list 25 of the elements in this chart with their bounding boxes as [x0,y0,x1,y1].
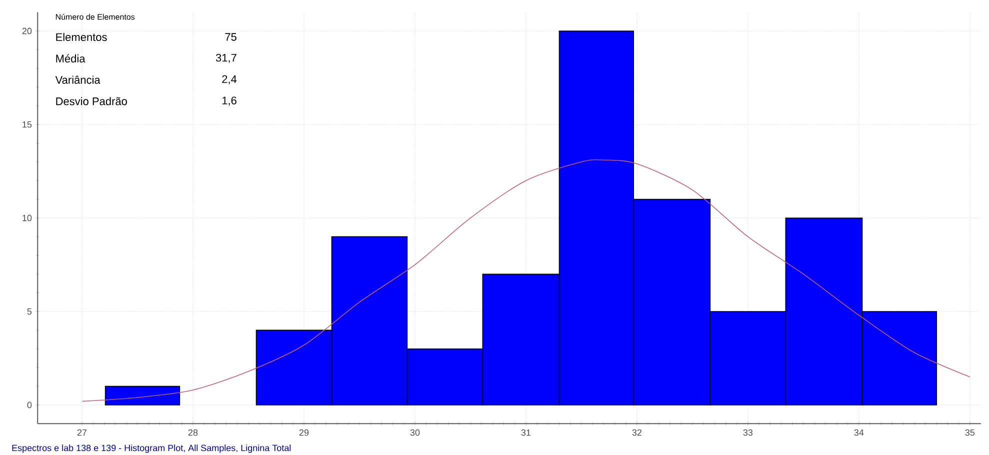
annotation: Número de Elementos [56,14,135,20]
y-tick-label: 10 [22,214,32,222]
annotation: Elementos [56,32,107,42]
annotation: 2,4 [222,75,237,84]
x-tick-label: 30 [410,429,420,436]
annotation: 31,7 [216,54,236,63]
x-tick-label: 31 [521,429,531,436]
x-tick-label: 28 [188,429,198,436]
annotation: Variância [55,76,100,84]
annotation: Desvio Padrão [56,97,127,106]
y-tick-label: 0 [27,402,32,408]
annotation: Média [56,54,86,62]
x-tick-label: 33 [743,429,753,436]
annotation: 75 [225,33,236,41]
y-tick-label: 15 [22,121,32,128]
line-series [82,159,970,402]
text: Espectros e lab 138 e 139 - Histogram Plot, All Samples, Lignina Total [12,444,291,453]
y-tick-label: 20 [22,28,32,34]
x-tick-label: 35 [965,429,975,436]
x-tick-label: 32 [632,429,642,436]
y-tick-label: 5 [27,308,32,315]
x-tick-label: 29 [299,429,309,436]
annotation: 1,6 [222,96,236,106]
x-tick-label: 27 [77,429,87,436]
x-tick-label: 34 [854,429,864,436]
